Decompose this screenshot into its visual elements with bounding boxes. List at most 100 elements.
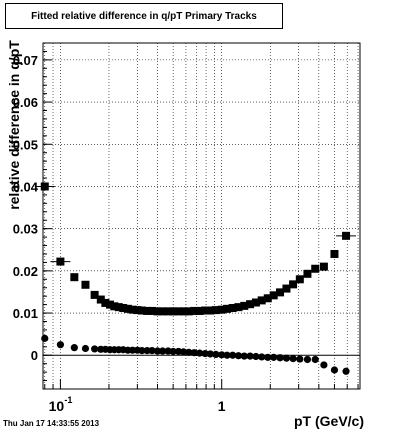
- data-point-square: [282, 284, 291, 293]
- plot-frame: [42, 42, 361, 390]
- data-point-square: [257, 296, 266, 305]
- data-point-square: [106, 300, 115, 309]
- data-point-square: [114, 303, 123, 312]
- data-point-circle: [91, 345, 99, 353]
- data-point-circle: [169, 347, 177, 356]
- x-axis-label: pT (GeV/c): [293, 413, 364, 429]
- data-point-square: [119, 303, 128, 312]
- data-point-square: [240, 301, 249, 310]
- y-tick-label: 0.02: [13, 264, 38, 279]
- data-point-circle: [270, 353, 278, 361]
- data-point-circle: [206, 350, 214, 358]
- data-point-square: [164, 307, 173, 316]
- data-point-circle: [201, 349, 209, 358]
- chart-title-box: Fitted relative difference in q/pT Prima…: [5, 3, 283, 29]
- data-point-square: [263, 294, 272, 303]
- data-point-square: [123, 304, 132, 313]
- data-point-circle: [229, 351, 237, 359]
- data-point-circle: [185, 348, 193, 356]
- data-point-square: [228, 303, 237, 312]
- data-point-square: [158, 307, 167, 316]
- data-point-square: [190, 306, 199, 315]
- y-tick-label: 0.03: [13, 222, 38, 237]
- x-tick-label: 1: [218, 398, 226, 414]
- data-point-circle: [252, 352, 260, 361]
- data-point-square: [234, 303, 243, 312]
- data-point-circle: [218, 351, 226, 359]
- data-point-circle: [70, 344, 78, 352]
- data-point-circle: [289, 355, 297, 363]
- data-point-square: [289, 280, 298, 289]
- data-point-square: [143, 306, 152, 315]
- data-point-square: [101, 298, 110, 307]
- y-tick-label: 0.04: [13, 179, 39, 194]
- data-point-circle: [138, 347, 146, 355]
- data-point-square: [319, 262, 328, 271]
- data-point-square: [148, 306, 157, 315]
- data-point-circle: [246, 352, 254, 360]
- data-point-square: [56, 257, 65, 266]
- data-point-square: [174, 307, 183, 316]
- data-point-circle: [303, 355, 312, 364]
- data-point-circle: [158, 347, 167, 355]
- data-point-circle: [234, 352, 243, 360]
- series-circles: [41, 334, 350, 375]
- data-point-circle: [56, 341, 65, 349]
- data-point-square: [246, 300, 255, 309]
- timestamp: Thu Jan 17 14:33:55 2013: [3, 419, 100, 428]
- data-point-square: [195, 306, 204, 315]
- y-tick-label: 0.07: [13, 53, 38, 68]
- data-point-square: [223, 304, 232, 313]
- data-point-circle: [276, 354, 284, 362]
- data-point-circle: [223, 351, 231, 359]
- data-point-circle: [264, 353, 272, 361]
- chart-title: Fitted relative difference in q/pT Prima…: [31, 11, 257, 22]
- data-point-square: [179, 307, 188, 316]
- data-point-square: [311, 264, 320, 273]
- data-point-square: [70, 273, 79, 282]
- data-point-square: [295, 275, 304, 284]
- data-point-circle: [311, 355, 319, 364]
- series-squares: [34, 182, 357, 316]
- x-tick-exponent: -1: [64, 395, 72, 405]
- x-tick-label: 10: [49, 398, 65, 414]
- data-point-circle: [148, 347, 156, 355]
- data-point-square: [251, 298, 260, 307]
- data-point-square: [303, 269, 312, 278]
- y-axis-label: relative difference in q/pT: [6, 40, 22, 210]
- data-point-circle: [282, 354, 291, 362]
- data-point-square: [128, 305, 137, 314]
- data-point-square: [96, 295, 105, 304]
- data-point-circle: [212, 350, 220, 358]
- data-point-square: [217, 305, 226, 314]
- data-point-square: [211, 306, 220, 315]
- data-point-square: [110, 302, 119, 311]
- data-point-circle: [153, 347, 162, 355]
- data-point-circle: [296, 355, 304, 363]
- data-point-square: [40, 182, 49, 191]
- data-point-square: [206, 306, 215, 315]
- y-tick-label: 0.01: [13, 306, 38, 321]
- data-point-square: [184, 307, 193, 316]
- data-point-square: [137, 306, 146, 315]
- data-point-square: [81, 280, 90, 289]
- data-point-circle: [190, 349, 198, 357]
- data-point-square: [330, 249, 339, 258]
- y-tick-label: 0.05: [13, 137, 38, 152]
- data-point-circle: [342, 367, 350, 375]
- axes: 0 0.01 0.02 0.03 0.04 0.05 0.06 0.07 10 -1 1: [13, 50, 360, 414]
- data-point-square: [342, 231, 351, 240]
- data-point-square: [90, 290, 99, 299]
- data-point-circle: [330, 366, 339, 374]
- data-point-circle: [41, 334, 49, 342]
- data-point-square: [276, 288, 285, 297]
- data-point-square: [201, 306, 210, 315]
- y-tick-label: 0: [31, 348, 38, 363]
- data-point-circle: [240, 352, 248, 360]
- data-point-circle: [81, 344, 90, 353]
- data-point-circle: [179, 348, 188, 356]
- data-point-square: [169, 307, 178, 316]
- data-point-circle: [320, 361, 328, 369]
- data-point-square: [269, 291, 278, 300]
- data-point-square: [133, 306, 142, 315]
